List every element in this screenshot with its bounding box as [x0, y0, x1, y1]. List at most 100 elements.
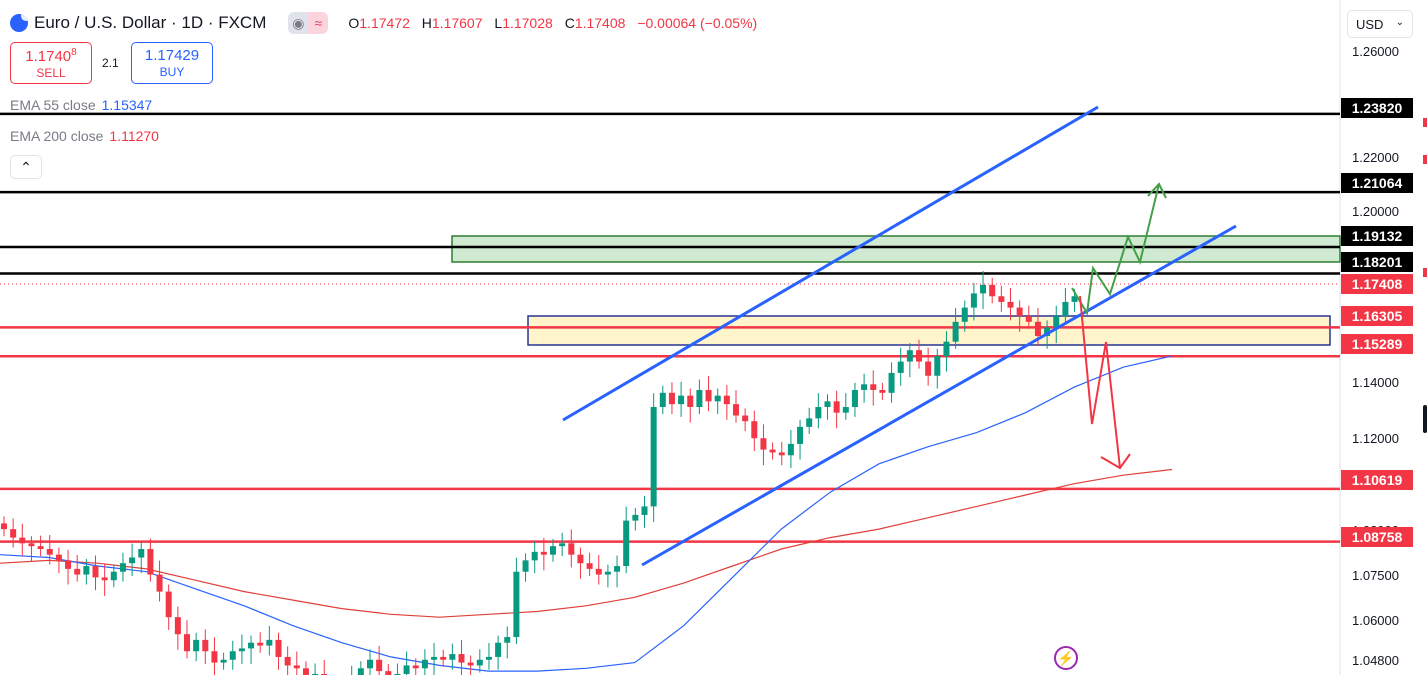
candle-body — [1007, 301, 1014, 308]
price-label[interactable]: 1.19132 — [1341, 226, 1413, 246]
offscreen-marker — [1423, 118, 1427, 127]
price-label[interactable]: 1.08758 — [1341, 527, 1413, 547]
candle-body — [668, 392, 675, 405]
candle-body — [10, 529, 17, 538]
bullish-arrow-head — [1147, 182, 1167, 199]
candle-body — [302, 668, 309, 675]
price-label[interactable]: 1.10619 — [1341, 470, 1413, 490]
currency-selector[interactable]: USD ⌄ — [1347, 10, 1413, 38]
low-label: L — [494, 15, 503, 31]
candle-body — [28, 543, 35, 547]
currency-flag-icon — [10, 14, 28, 32]
candle-body — [778, 452, 785, 456]
symbol-title[interactable]: Euro / U.S. Dollar · 1D · FXCM — [34, 13, 267, 32]
indicator-ema55[interactable]: EMA 55 close 1.15347 — [10, 97, 152, 113]
candle-body — [714, 395, 721, 402]
candle-body — [495, 642, 502, 657]
support-zone[interactable] — [527, 315, 1331, 346]
candle-body — [55, 554, 62, 561]
candle-body — [211, 651, 218, 663]
candle-body — [412, 665, 419, 669]
close-value: 1.17408 — [574, 15, 626, 31]
candle-body — [394, 673, 401, 675]
candle-body — [650, 407, 657, 507]
price-tick: 1.20000 — [1352, 204, 1399, 219]
open-label: O — [348, 15, 360, 31]
resistance-zone[interactable] — [451, 235, 1341, 263]
candle-body — [431, 656, 438, 660]
candle-body — [595, 568, 602, 575]
scroll-handle[interactable] — [1423, 405, 1427, 433]
candle-body — [467, 662, 474, 666]
price-label[interactable]: 1.23820 — [1341, 98, 1413, 118]
candle-body — [916, 350, 922, 362]
price-tick: 1.22000 — [1352, 150, 1399, 165]
candle-body — [861, 384, 868, 390]
ema-55-line — [0, 355, 1173, 672]
offscreen-marker — [1423, 155, 1427, 164]
candle-body — [421, 659, 428, 669]
candle-body — [449, 654, 456, 660]
candle-body — [129, 557, 136, 564]
candle-body — [403, 665, 410, 674]
channel-lower-line[interactable] — [641, 224, 1237, 567]
price-tick: 1.26000 — [1352, 44, 1399, 59]
candle-body — [266, 639, 273, 646]
candle-body — [385, 671, 392, 675]
candle-body — [165, 591, 172, 618]
candle-body — [522, 560, 529, 572]
candle-body — [769, 449, 776, 453]
change-value: −0.00064 (−0.05%) — [637, 15, 758, 31]
price-tick: 1.04800 — [1352, 653, 1399, 668]
indicator-ema200[interactable]: EMA 200 close 1.11270 — [10, 128, 159, 144]
price-label[interactable]: 1.15289 — [1341, 334, 1413, 354]
low-value: 1.17028 — [502, 15, 553, 31]
candle-body — [604, 571, 611, 575]
candle-body — [815, 407, 822, 419]
sell-price: 1.1740 — [25, 48, 72, 65]
candle-body — [376, 659, 383, 672]
candle-body — [485, 656, 492, 660]
candle-body — [952, 321, 959, 342]
collapse-indicators-button[interactable]: ⌃ — [10, 155, 42, 179]
candle-body — [632, 514, 639, 521]
price-tick: 1.06000 — [1352, 613, 1399, 628]
candle-body — [806, 418, 813, 427]
indicator-value: 1.15347 — [101, 97, 153, 113]
candle-body — [1025, 316, 1032, 322]
buy-button[interactable]: 1.17429 BUY — [131, 42, 213, 84]
candle-body — [1044, 327, 1051, 336]
candle-body — [37, 546, 44, 549]
candle-body — [229, 651, 236, 660]
close-label: C — [564, 15, 575, 31]
candle-body — [531, 551, 538, 561]
price-label[interactable]: 1.21064 — [1341, 173, 1413, 193]
candle-body — [696, 389, 703, 407]
price-label[interactable]: 1.16305 — [1341, 306, 1413, 326]
buy-label: BUY — [159, 65, 185, 79]
bearish-arrow[interactable] — [1079, 295, 1121, 469]
sell-button[interactable]: 1.17408 SELL — [10, 42, 92, 84]
candle-body — [870, 384, 877, 390]
candle-body — [513, 571, 520, 638]
last-price-label[interactable]: 1.17408 — [1341, 274, 1413, 294]
horizontal-levels — [0, 112, 1340, 543]
bullish-arrow[interactable] — [1071, 183, 1160, 316]
approx-icon[interactable]: ≈ — [308, 12, 329, 34]
candle-body — [147, 549, 154, 575]
candle-body — [559, 543, 566, 547]
candle-body — [586, 563, 593, 569]
candle-body — [842, 407, 849, 413]
flash-icon[interactable]: ⚡ — [1054, 646, 1078, 670]
candle-body — [851, 389, 858, 407]
candle-body — [687, 395, 694, 407]
candle-body — [312, 673, 319, 675]
price-tick: 1.14000 — [1352, 375, 1399, 390]
eye-icon[interactable]: ◉ — [288, 12, 309, 34]
candle-body — [357, 668, 364, 675]
price-label[interactable]: 1.18201 — [1341, 252, 1413, 272]
channel-upper-line[interactable] — [562, 105, 1099, 422]
visibility-toggle[interactable]: ◉ ≈ — [288, 12, 329, 34]
ema-200-line — [0, 468, 1173, 618]
